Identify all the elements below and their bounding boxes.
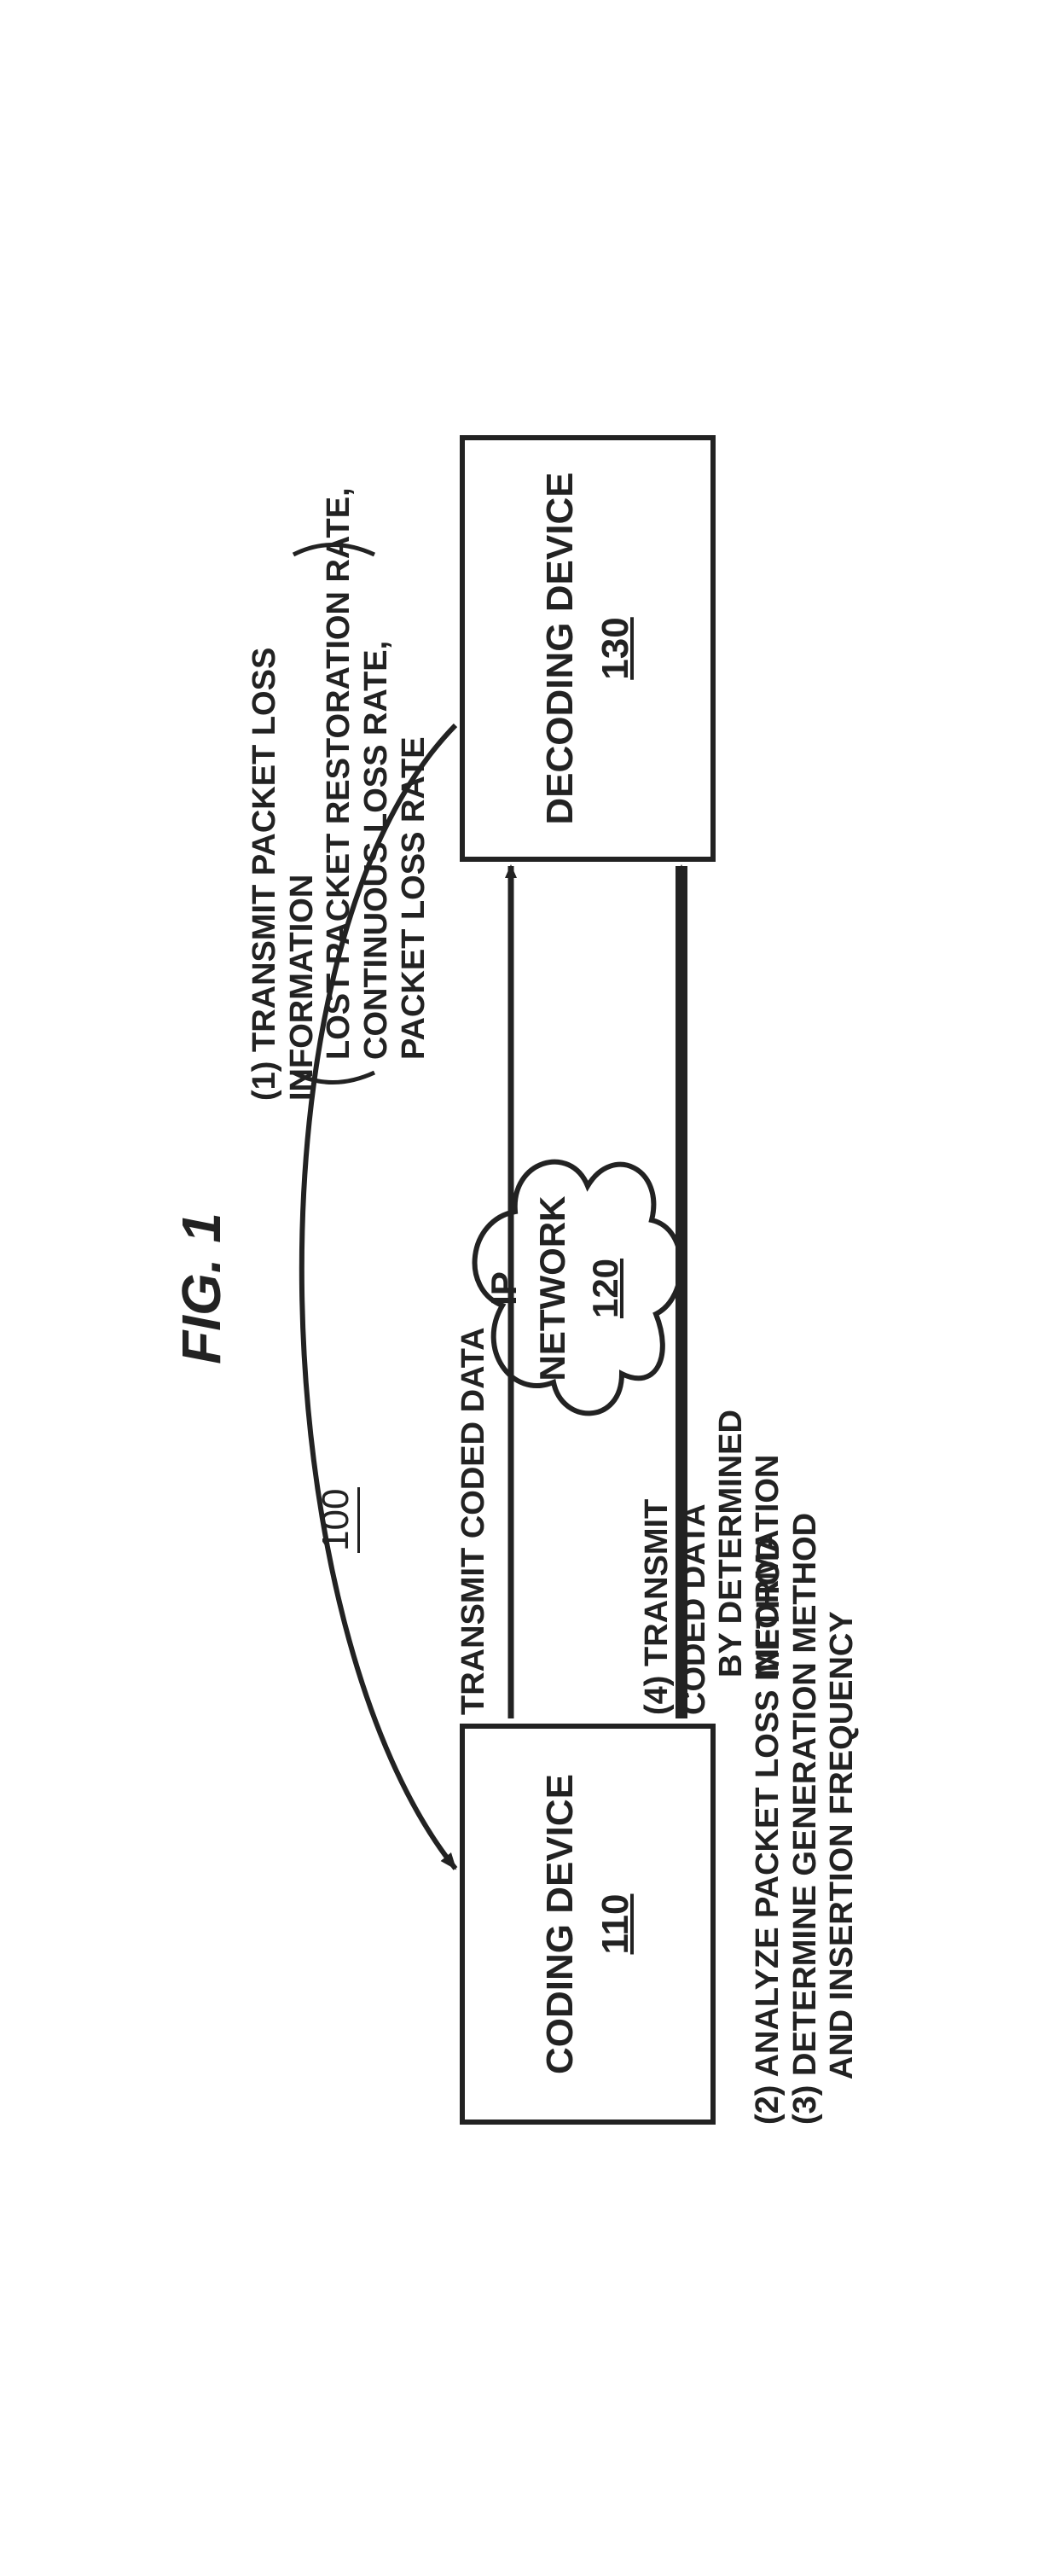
label-loss-line2c: PACKET LOSS RATE [395, 418, 432, 1060]
figure-title: FIG. 1 [170, 1212, 233, 1364]
label-transmit-coded: TRANSMIT CODED DATA [455, 1327, 493, 1715]
decoding-device-box: DECODING DEVICE 130 [460, 435, 716, 862]
label-transmit-by-method-line1: (4) TRANSMIT CODED DATA [639, 1391, 713, 1715]
coding-device-label: CODING DEVICE [535, 1773, 583, 2073]
label-analyze-line3: AND INSERTION FREQUENCY [824, 1454, 861, 2124]
decoding-device-label: DECODING DEVICE [535, 472, 583, 824]
ip-network-label-group: IP NETWORK 120 [479, 1195, 629, 1381]
coding-device-box: CODING DEVICE 110 [460, 1724, 716, 2125]
system-reference: 100 [315, 1486, 360, 1552]
coding-device-ref: 110 [591, 1893, 640, 1954]
label-loss-line1: (1) TRANSMIT PACKET LOSS INFORMATION [246, 418, 321, 1101]
ip-network-ref: 120 [582, 1195, 630, 1381]
label-analyze-line1: (2) ANALYZE PACKET LOSS INFORMATION [750, 1454, 787, 2124]
decoding-device-ref: 130 [591, 617, 640, 679]
label-analyze-line2: (3) DETERMINE GENERATION METHOD [786, 1454, 824, 2124]
diagram-canvas: FIG. 1 100 CODING DEVICE 110 DECODING DE… [136, 350, 903, 2227]
label-transmit-loss-info: (1) TRANSMIT PACKET LOSS INFORMATION LOS… [246, 418, 432, 1101]
ip-network-label: IP NETWORK [483, 1195, 571, 1381]
label-loss-line2a: LOST PACKET RESTORATION RATE, [321, 418, 358, 1060]
label-loss-line2b: CONTINUOUS LOSS RATE, [358, 418, 396, 1060]
label-analyze-determine: (2) ANALYZE PACKET LOSS INFORMATION (3) … [750, 1454, 861, 2124]
